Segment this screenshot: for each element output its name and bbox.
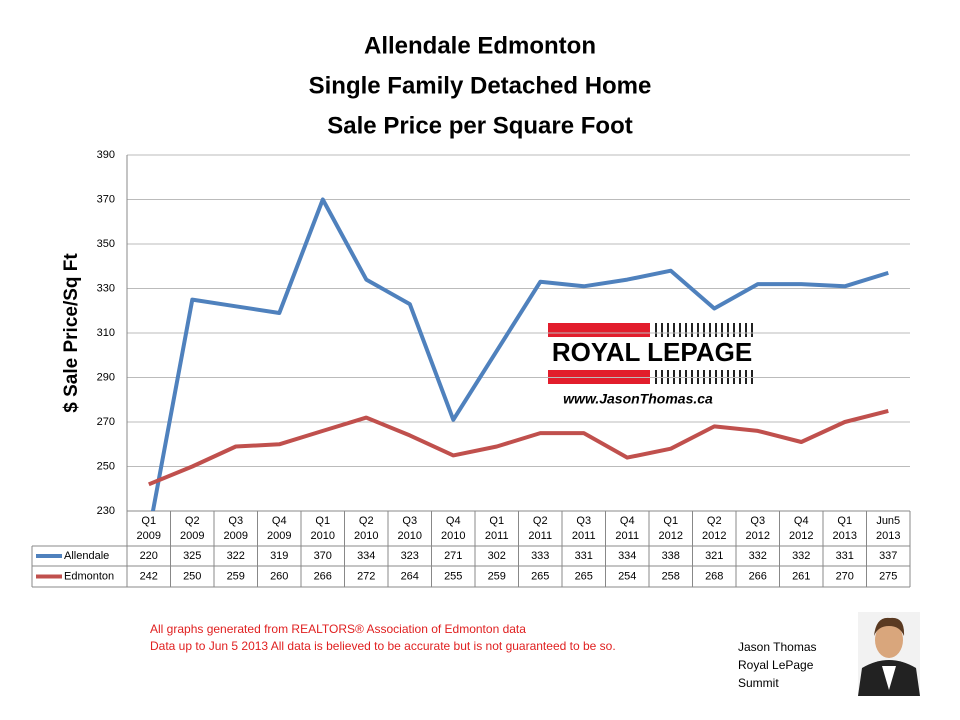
table-value: 275 bbox=[879, 570, 897, 582]
table-value: 258 bbox=[662, 570, 680, 582]
table-value: 321 bbox=[705, 550, 723, 562]
photo bbox=[858, 612, 920, 696]
table-value: 337 bbox=[879, 550, 897, 562]
table-value: 255 bbox=[444, 570, 462, 582]
table-value: 332 bbox=[749, 550, 767, 562]
x-tick-label: Q1 2012 bbox=[659, 515, 683, 542]
table-value: 272 bbox=[357, 570, 375, 582]
table-value: 338 bbox=[662, 550, 680, 562]
table-value: 266 bbox=[314, 570, 332, 582]
x-tick-label: Q3 2009 bbox=[224, 515, 248, 542]
table-value: 331 bbox=[575, 550, 593, 562]
table-value: 302 bbox=[488, 550, 506, 562]
legend-label: Allendale bbox=[64, 550, 109, 562]
table-value: 259 bbox=[488, 570, 506, 582]
table-value: 323 bbox=[401, 550, 419, 562]
x-tick-label: Q2 2010 bbox=[354, 515, 378, 542]
table-value: 265 bbox=[531, 570, 549, 582]
table-value: 254 bbox=[618, 570, 636, 582]
table-value: 261 bbox=[792, 570, 810, 582]
x-tick-label: Q4 2012 bbox=[789, 515, 813, 542]
y-tick-label: 370 bbox=[97, 193, 115, 205]
x-tick-label: Q3 2012 bbox=[746, 515, 770, 542]
series-line bbox=[150, 197, 889, 511]
table-value: 250 bbox=[183, 570, 201, 582]
note: Data up to Jun 5 2013 All data is believ… bbox=[150, 639, 616, 653]
y-tick-label: 270 bbox=[97, 416, 115, 428]
table-value: 268 bbox=[705, 570, 723, 582]
x-tick-label: Q1 2009 bbox=[137, 515, 161, 542]
table-value: 332 bbox=[792, 550, 810, 562]
table-value: 331 bbox=[836, 550, 854, 562]
table-value: 319 bbox=[270, 550, 288, 562]
table-value: 334 bbox=[618, 550, 636, 562]
y-tick-label: 230 bbox=[97, 505, 115, 517]
table-value: 325 bbox=[183, 550, 201, 562]
x-tick-label: Q3 2011 bbox=[572, 515, 596, 542]
x-tick-label: Q4 2009 bbox=[267, 515, 291, 542]
y-tick-label: 330 bbox=[97, 282, 115, 294]
table-value: 266 bbox=[749, 570, 767, 582]
table-value: 264 bbox=[401, 570, 419, 582]
x-tick-label: Q1 2010 bbox=[311, 515, 335, 542]
y-tick-label: 290 bbox=[97, 371, 115, 383]
x-tick-label: Q2 2009 bbox=[180, 515, 204, 542]
x-tick-label: Q4 2011 bbox=[615, 515, 639, 542]
table-value: 270 bbox=[836, 570, 854, 582]
logo-url: www.JasonThomas.ca bbox=[563, 391, 713, 407]
table-value: 322 bbox=[227, 550, 245, 562]
x-tick-label: Q4 2010 bbox=[441, 515, 465, 542]
x-tick-label: Q3 2010 bbox=[398, 515, 422, 542]
table-value: 260 bbox=[270, 570, 288, 582]
y-tick-label: 250 bbox=[97, 460, 115, 472]
chart-title: Single Family Detached Home bbox=[309, 72, 652, 99]
y-tick-label: 390 bbox=[97, 149, 115, 161]
y-tick-label: 310 bbox=[97, 327, 115, 339]
table-value: 220 bbox=[140, 550, 158, 562]
table-value: 370 bbox=[314, 550, 332, 562]
chart-title: Allendale Edmonton bbox=[364, 32, 596, 59]
chart-title: Sale Price per Square Foot bbox=[327, 112, 632, 139]
y-axis-label: $ Sale Price/Sq Ft bbox=[61, 253, 82, 413]
note: All graphs generated from REALTORS® Asso… bbox=[150, 622, 526, 636]
legend-label: Edmonton bbox=[64, 570, 114, 582]
author: Royal LePage bbox=[738, 658, 814, 672]
author: Jason Thomas bbox=[738, 640, 817, 654]
table-value: 242 bbox=[140, 570, 158, 582]
x-tick-label: Q2 2012 bbox=[702, 515, 726, 542]
logo-brand: ROYAL LEPAGE bbox=[552, 337, 752, 367]
table-value: 333 bbox=[531, 550, 549, 562]
x-tick-label: Jun5 2013 bbox=[876, 515, 900, 542]
x-tick-label: Q1 2013 bbox=[833, 515, 857, 542]
y-tick-label: 350 bbox=[97, 238, 115, 250]
x-tick-label: Q2 2011 bbox=[528, 515, 552, 542]
x-tick-label: Q1 2011 bbox=[485, 515, 509, 542]
author: Summit bbox=[738, 676, 779, 690]
series-line bbox=[148, 408, 889, 487]
table-value: 265 bbox=[575, 570, 593, 582]
table-value: 334 bbox=[357, 550, 375, 562]
table-value: 259 bbox=[227, 570, 245, 582]
table-value: 271 bbox=[444, 550, 462, 562]
